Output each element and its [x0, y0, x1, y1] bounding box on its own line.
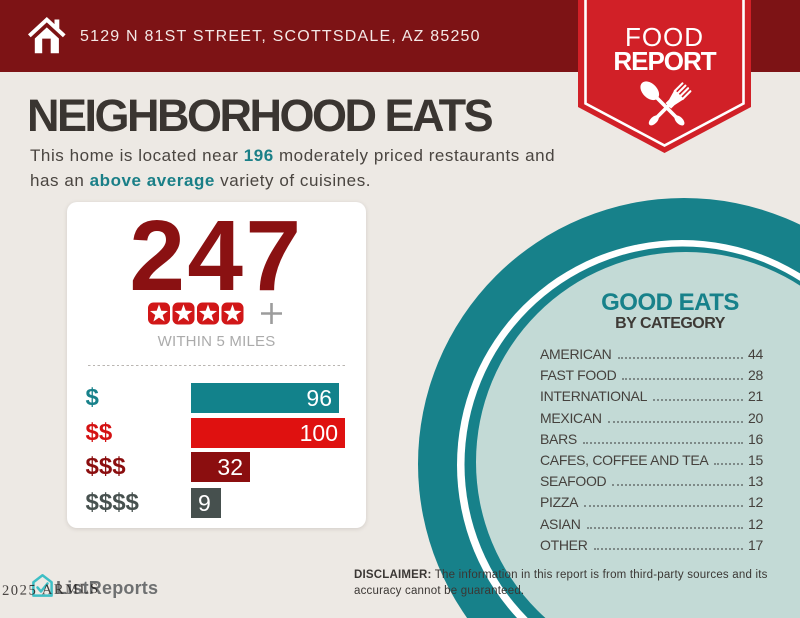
svg-text:FOOD: FOOD — [625, 22, 704, 52]
svg-text:REPORT: REPORT — [613, 46, 716, 76]
